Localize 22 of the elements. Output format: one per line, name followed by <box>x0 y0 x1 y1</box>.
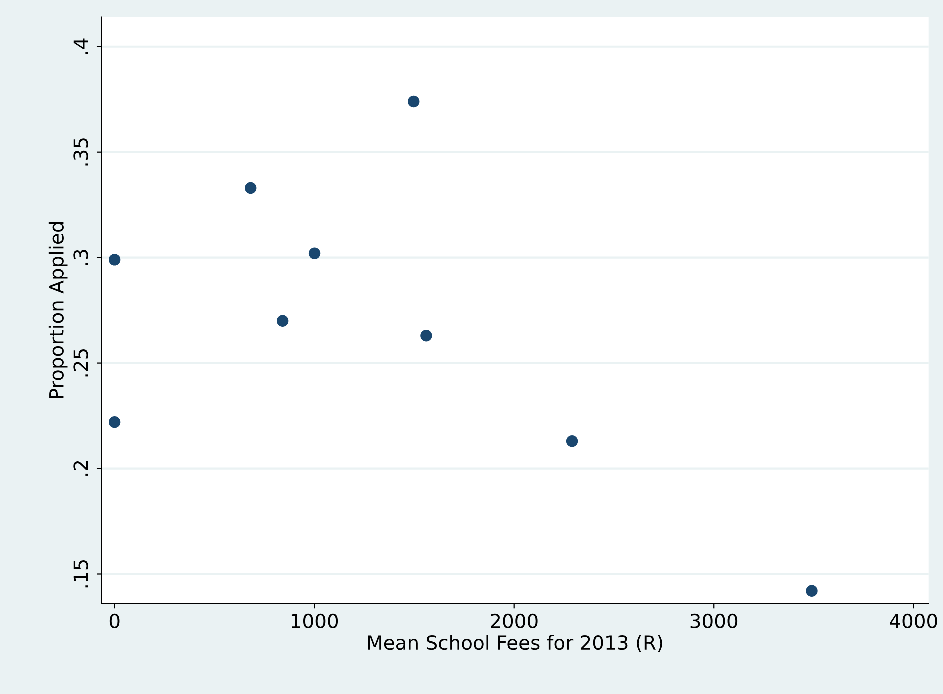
y-axis-title: Proportion Applied <box>48 222 68 398</box>
y-tick-label: .35 <box>74 138 88 166</box>
x-tick-label: 3000 <box>690 614 738 629</box>
point <box>276 315 289 327</box>
y-tick-label: .3 <box>74 250 88 266</box>
point <box>108 254 121 266</box>
point <box>108 416 121 428</box>
point <box>806 585 818 597</box>
y-tick-label: .15 <box>74 560 88 588</box>
y-tick-label: .4 <box>74 38 88 54</box>
point <box>566 436 578 448</box>
point <box>245 182 257 194</box>
x-tick-label: 4000 <box>890 614 938 629</box>
x-tick-label: 1000 <box>292 614 338 629</box>
x-axis-title: Mean School Fees for 2013 (R) <box>368 635 662 652</box>
point <box>408 96 420 108</box>
x-tick-label: 0 <box>110 614 120 629</box>
point <box>420 330 432 342</box>
y-tick-label: .25 <box>74 350 88 377</box>
y-tick-label: .2 <box>74 461 88 476</box>
point <box>308 248 321 260</box>
x-tick-label: 2000 <box>491 614 538 629</box>
